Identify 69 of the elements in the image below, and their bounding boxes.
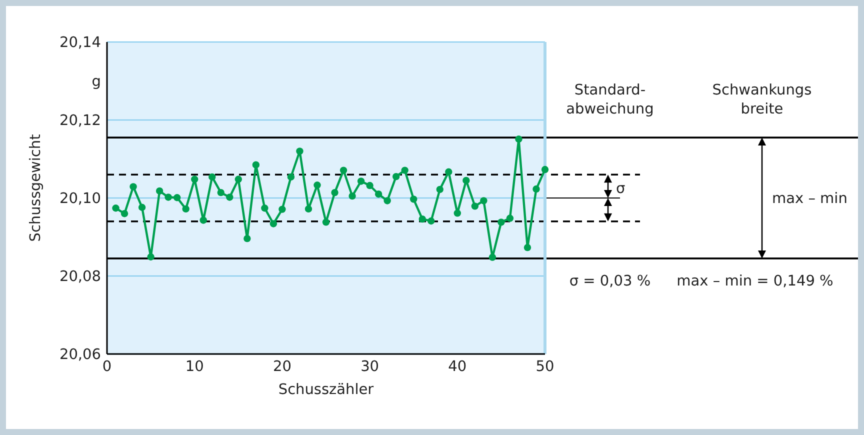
y-tick-label: 20,06 — [59, 347, 101, 364]
point — [428, 217, 435, 225]
point — [348, 192, 356, 200]
point — [234, 176, 242, 183]
x-tick-label: 40 — [448, 359, 467, 375]
point — [173, 194, 181, 202]
point — [278, 206, 286, 213]
point — [112, 204, 120, 212]
point — [226, 194, 234, 201]
point — [217, 188, 224, 196]
text: Standard- abweichung — [566, 82, 654, 118]
point — [480, 197, 488, 204]
x-tick-label: 0 — [102, 359, 112, 375]
point — [331, 188, 338, 196]
y-tick-label: 20,10 — [59, 191, 101, 208]
point — [445, 168, 452, 176]
point — [261, 204, 268, 212]
point — [498, 218, 505, 226]
point — [244, 234, 251, 242]
point — [357, 178, 365, 185]
point — [296, 148, 304, 155]
point — [340, 166, 348, 174]
y-tick-label: g — [92, 74, 101, 90]
point — [418, 215, 426, 223]
x-tick-label: 30 — [360, 359, 380, 375]
x-tick-label: 20 — [272, 359, 292, 375]
point — [524, 244, 532, 252]
point — [366, 182, 374, 190]
point — [147, 253, 154, 260]
point — [374, 190, 382, 198]
point — [252, 161, 260, 168]
point — [322, 218, 330, 226]
point — [515, 136, 522, 143]
point — [314, 182, 321, 189]
point — [384, 197, 391, 204]
point — [304, 205, 312, 213]
x-tick-label: 50 — [536, 359, 554, 375]
x-axis-title: Schusszähler — [278, 382, 374, 398]
point — [138, 204, 146, 211]
text: Schwankungs breite — [712, 82, 812, 118]
point — [471, 202, 479, 210]
point — [156, 187, 164, 195]
point — [401, 166, 408, 174]
point — [164, 194, 172, 201]
y-tick-label: 20,08 — [59, 269, 101, 286]
point — [287, 173, 295, 181]
point — [392, 172, 400, 180]
point — [454, 210, 461, 217]
point — [130, 183, 137, 190]
text: σ = 0,03 % — [569, 273, 651, 290]
y-axis-title: Schussgewicht — [28, 134, 44, 242]
point — [200, 216, 207, 224]
point — [410, 196, 418, 203]
point — [462, 176, 470, 184]
point — [208, 173, 216, 181]
text: σ — [616, 181, 626, 197]
text: max – min = 0,149 % — [676, 273, 834, 290]
point — [488, 254, 496, 261]
point — [270, 220, 278, 228]
text: max – min — [772, 191, 848, 207]
y-tick-label: 20,14 — [59, 35, 101, 52]
point — [182, 205, 190, 213]
point — [191, 176, 198, 183]
point — [532, 185, 540, 193]
point — [436, 186, 444, 194]
x-tick-label: 10 — [185, 359, 204, 375]
point — [120, 210, 128, 218]
y-tick-label: 20,12 — [59, 113, 101, 130]
point — [506, 214, 514, 222]
